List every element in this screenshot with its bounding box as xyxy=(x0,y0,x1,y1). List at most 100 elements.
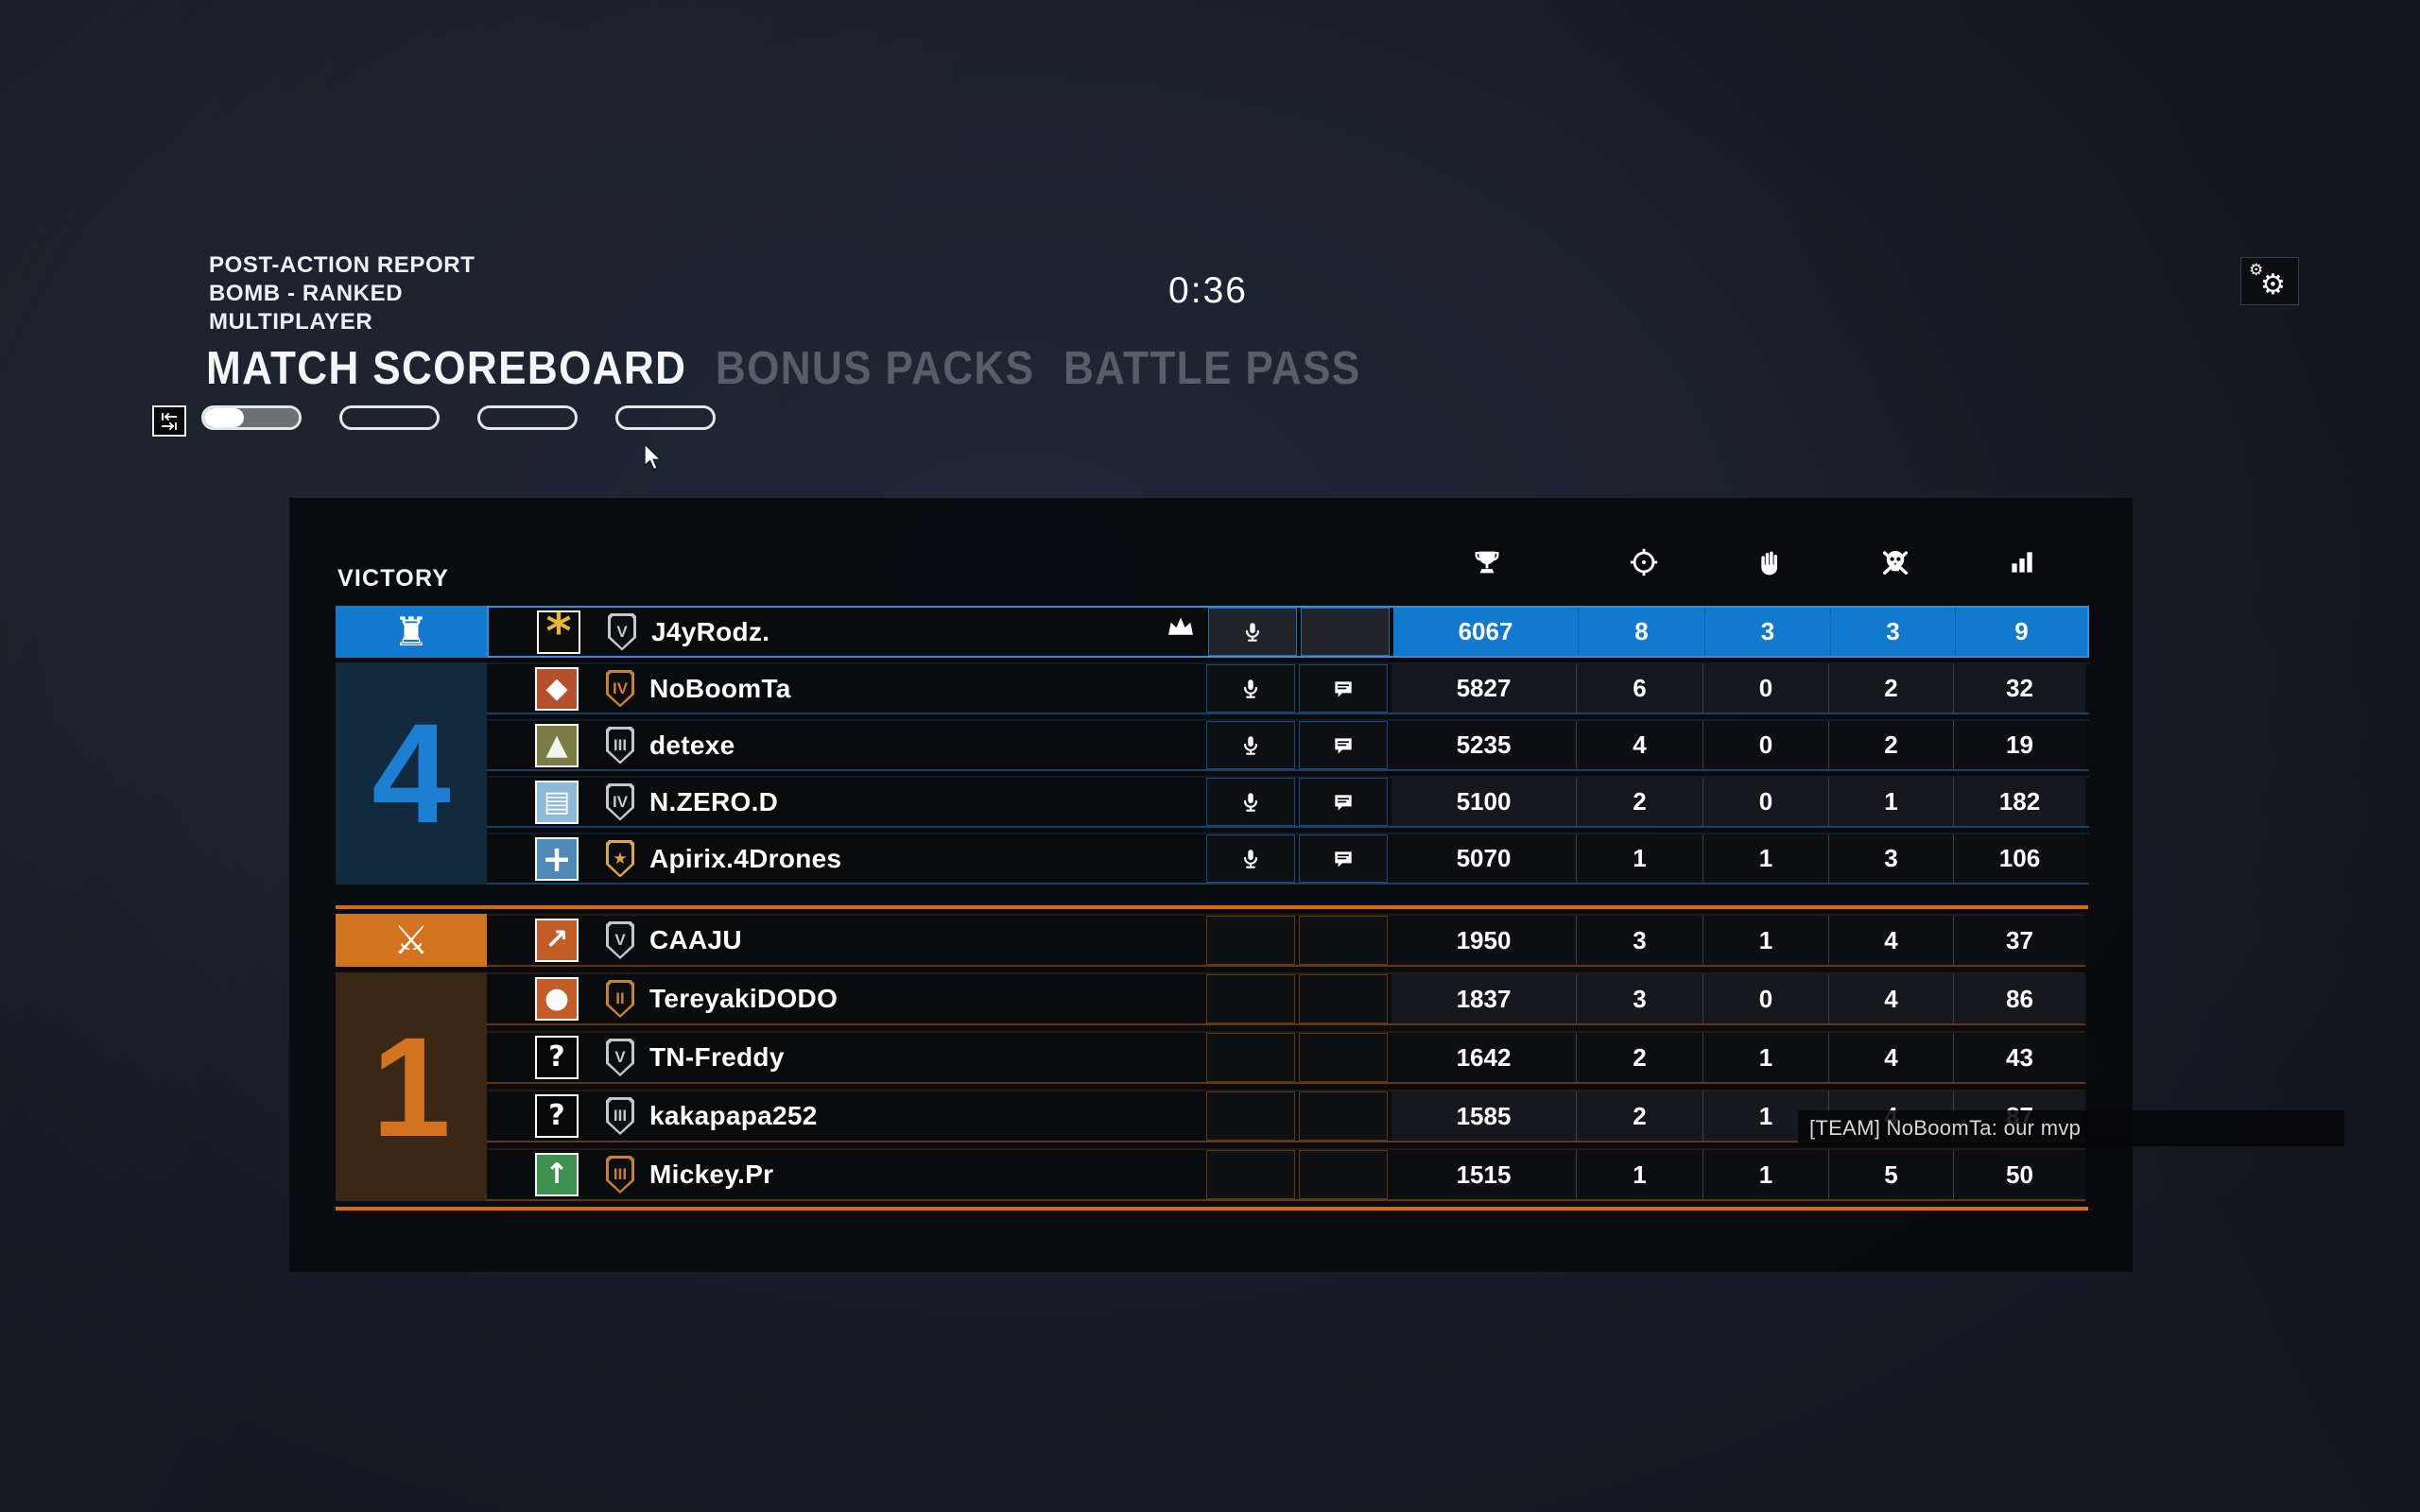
ping-value: 32 xyxy=(1953,664,2085,713)
rocket-operator-icon: ↗ xyxy=(535,919,579,962)
player-name-cell: ? V TN-Freddy xyxy=(487,1033,1202,1082)
deaths-value: 1 xyxy=(1828,778,1953,826)
unknown-operator-icon: ? xyxy=(535,1094,579,1138)
blue-team-badge: ♜ xyxy=(336,606,487,658)
kills-value: 3 xyxy=(1576,916,1703,965)
ping-value: 9 xyxy=(1955,608,2087,656)
mouse-cursor xyxy=(639,444,666,471)
assists-value: 1 xyxy=(1703,834,1828,883)
text-chat-icon[interactable] xyxy=(1299,721,1388,769)
table-row[interactable]: ↗ V CAAJU 1950 3 1 4 37 xyxy=(487,914,2085,967)
assist-hand-icon xyxy=(1753,545,1787,579)
kills-value: 3 xyxy=(1576,974,1703,1023)
table-row[interactable]: ? V TN-Freddy 1642 2 1 4 43 xyxy=(487,1031,2085,1084)
voice-mic-icon[interactable] xyxy=(1208,608,1297,656)
score-value: 1950 xyxy=(1392,916,1576,965)
blue-team-rows: * V J4yRodz. 6067 8 3 3 9 ◆ IV NoBoomTa xyxy=(487,606,2089,889)
kills-value: 2 xyxy=(1576,1033,1703,1082)
tab-match-scoreboard[interactable]: MATCH SCOREBOARD xyxy=(206,343,687,394)
voice-mic-cell xyxy=(1206,974,1295,1023)
voice-mic-icon[interactable] xyxy=(1206,778,1295,826)
ping-value: 50 xyxy=(1953,1150,2085,1199)
report-header: POST-ACTION REPORT BOMB - RANKED MULTIPL… xyxy=(209,251,475,336)
text-chat-cell[interactable] xyxy=(1301,608,1390,656)
voice-mic-cell xyxy=(1206,1150,1295,1199)
bow-arrow-operator-icon: ↑ xyxy=(535,1153,579,1196)
trophy-icon xyxy=(1470,545,1504,579)
player-name: kakapapa252 xyxy=(649,1101,818,1130)
score-value: 5827 xyxy=(1392,664,1576,713)
player-name: TN-Freddy xyxy=(649,1042,785,1072)
gear-icon: ⚙ xyxy=(2260,269,2286,301)
player-name: Apirix.4Drones xyxy=(649,843,842,873)
kills-value: 1 xyxy=(1576,1150,1703,1199)
voice-mic-icon[interactable] xyxy=(1206,834,1295,883)
text-chat-cell xyxy=(1299,1033,1388,1082)
deaths-value: 4 xyxy=(1828,916,1953,965)
table-row[interactable]: ▤ IV N.ZERO.D 5100 2 0 1 182 xyxy=(487,776,2089,828)
voice-mic-cell xyxy=(1206,916,1295,965)
report-title: POST-ACTION REPORT xyxy=(209,252,475,278)
table-row[interactable]: + ★ Apirix.4Drones 5070 1 1 3 106 xyxy=(487,833,2089,885)
player-name: CAAJU xyxy=(649,925,742,954)
table-row[interactable]: * V J4yRodz. 6067 8 3 3 9 xyxy=(487,606,2089,658)
orange-team-rounds: 1 xyxy=(336,972,487,1201)
text-chat-icon[interactable] xyxy=(1299,664,1388,713)
rank-badge: IV xyxy=(606,670,634,708)
table-row[interactable]: ? III kakapapa252 1585 2 1 4 87 xyxy=(487,1090,2085,1143)
table-row[interactable]: ◆ IV NoBoomTa 5827 6 0 2 32 xyxy=(487,662,2089,714)
rank-badge: III xyxy=(606,1097,634,1135)
score-value: 6067 xyxy=(1393,608,1578,656)
text-chat-cell xyxy=(1299,1150,1388,1199)
helmet-operator-icon: ▲ xyxy=(535,723,579,767)
star-operator-icon: ◆ xyxy=(535,666,579,711)
ping-value: 37 xyxy=(1953,916,2085,965)
mvp-crown-icon xyxy=(1167,615,1195,636)
score-value: 5070 xyxy=(1392,834,1576,883)
rank-badge: III xyxy=(606,1156,634,1194)
player-name-cell: * V J4yRodz. xyxy=(489,608,1204,657)
kills-value: 1 xyxy=(1576,834,1703,883)
report-mode: BOMB - RANKED xyxy=(209,281,404,306)
assists-value: 1 xyxy=(1703,1150,1828,1199)
voice-mic-icon[interactable] xyxy=(1206,721,1295,769)
kills-value: 8 xyxy=(1578,608,1704,656)
deaths-value: 5 xyxy=(1828,1150,1953,1199)
report-type: MULTIPLAYER xyxy=(209,309,373,335)
player-name-cell: ▲ III detexe xyxy=(487,721,1202,769)
text-chat-icon[interactable] xyxy=(1299,778,1388,826)
text-chat-icon[interactable] xyxy=(1299,834,1388,883)
text-chat-cell xyxy=(1299,916,1388,965)
deaths-value: 2 xyxy=(1828,721,1953,769)
voice-mic-icon[interactable] xyxy=(1206,664,1295,713)
gold-web-operator-icon: * xyxy=(537,608,580,657)
settings-button[interactable]: ⚙ ⚙ xyxy=(2240,257,2299,305)
progress-pill xyxy=(339,405,440,430)
progress-pill xyxy=(201,405,302,430)
score-value: 1515 xyxy=(1392,1150,1576,1199)
tab-bonus-packs[interactable]: BONUS PACKS xyxy=(715,343,1035,394)
rank-badge: ★ xyxy=(606,840,634,878)
result-label: VICTORY xyxy=(337,565,450,592)
armor-vest-operator-icon: ▤ xyxy=(535,780,579,824)
table-row[interactable]: ● II TereyakiDODO 1837 3 0 4 86 xyxy=(487,972,2085,1025)
orange-team-rows: ↗ V CAAJU 1950 3 1 4 37 ● II TereyakiDOD… xyxy=(487,914,2085,1207)
ping-value: 86 xyxy=(1953,974,2085,1023)
score-value: 1642 xyxy=(1392,1033,1576,1082)
ping-value: 19 xyxy=(1953,721,2085,769)
player-name: J4yRodz. xyxy=(651,616,770,646)
table-row[interactable]: ▲ III detexe 5235 4 0 2 19 xyxy=(487,719,2089,771)
rank-badge: III xyxy=(606,727,634,765)
table-row[interactable]: ↑ III Mickey.Pr 1515 1 1 5 50 xyxy=(487,1148,2085,1201)
player-name-cell: ◆ IV NoBoomTa xyxy=(487,664,1202,713)
crosshair-icon xyxy=(1627,545,1661,579)
assists-value: 0 xyxy=(1703,664,1828,713)
ping-value: 43 xyxy=(1953,1033,2085,1082)
gear-icon: ⚙ xyxy=(2249,261,2264,279)
rank-badge: IV xyxy=(606,783,634,821)
countdown-timer: 0:36 xyxy=(1168,270,1248,311)
tab-battle-pass[interactable]: BATTLE PASS xyxy=(1063,343,1361,394)
rank-badge: V xyxy=(606,921,634,959)
kills-value: 2 xyxy=(1576,1091,1703,1141)
